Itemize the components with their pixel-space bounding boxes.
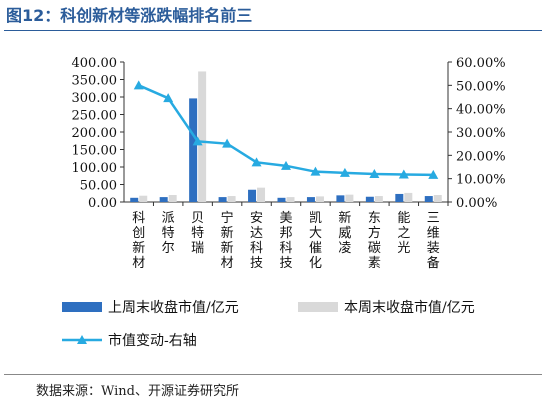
figure-title: 图12：科创新材等涨跌幅排名前三 xyxy=(6,6,253,25)
line-point-marker xyxy=(281,160,291,170)
left-axis-tick-label: 300.00 xyxy=(72,91,118,106)
legend-swatch-this-week xyxy=(298,302,338,312)
right-axis-tick-label: 0.00% xyxy=(456,196,497,211)
legend-label-last-week: 上周末收盘市值/亿元 xyxy=(108,299,239,316)
bar-last-week xyxy=(365,196,374,202)
legend-swatch-marker xyxy=(77,335,87,344)
bar-this-week xyxy=(433,195,442,202)
line-point-marker xyxy=(192,136,203,146)
left-axis-tick-label: 150.00 xyxy=(72,144,118,159)
line-point-marker xyxy=(163,93,174,103)
left-axis-tick-label: 350.00 xyxy=(72,74,118,89)
bar-this-week xyxy=(198,71,207,202)
bar-this-week xyxy=(139,195,148,202)
bar-last-week xyxy=(248,189,257,202)
bar-this-week xyxy=(227,196,236,202)
left-axis-tick-label: 400.00 xyxy=(72,56,118,71)
bar-last-week xyxy=(277,197,286,202)
legend-label-line: 市值变动-右轴 xyxy=(108,332,197,349)
x-axis-tick-label: 凯大催化 xyxy=(309,211,322,271)
bar-last-week xyxy=(306,197,315,202)
x-axis-tick-label: 美邦科技 xyxy=(280,211,293,271)
left-axis-tick-label: 200.00 xyxy=(72,126,118,141)
bar-this-week xyxy=(374,196,383,202)
x-axis-tick-label: 宁新新材 xyxy=(221,210,234,271)
right-axis-tick-label: 20.00% xyxy=(456,149,506,164)
right-axis-tick-label: 30.00% xyxy=(456,126,506,141)
x-axis-tick-label: 东方碳素 xyxy=(368,211,381,271)
bar-this-week xyxy=(286,197,295,202)
legend-swatch-last-week xyxy=(62,302,102,312)
right-axis-tick-label: 10.00% xyxy=(456,173,506,188)
x-axis-tick-label: 贝特瑞 xyxy=(191,211,204,256)
line-point-marker xyxy=(222,138,233,148)
line-point-marker xyxy=(339,167,350,177)
x-axis-tick-label: 新威凌 xyxy=(338,210,351,256)
x-axis-tick-label: 科创新材 xyxy=(132,211,145,271)
bar-this-week xyxy=(404,192,413,202)
bar-last-week xyxy=(218,197,227,202)
bar-this-week xyxy=(168,195,177,202)
bar-this-week xyxy=(257,187,266,202)
right-axis-tick-label: 40.00% xyxy=(456,103,506,118)
source-divider xyxy=(4,374,542,375)
x-axis-tick-label: 安达科技 xyxy=(250,211,263,271)
bar-this-week xyxy=(315,196,324,202)
x-axis-tick-label: 三维装备 xyxy=(427,211,440,271)
bar-last-week xyxy=(336,195,345,202)
left-axis-tick-label: 100.00 xyxy=(72,161,118,176)
right-axis-tick-label: 60.00% xyxy=(456,56,506,71)
left-axis-tick-label: 250.00 xyxy=(72,109,118,124)
right-axis-tick-label: 50.00% xyxy=(456,79,506,94)
bar-last-week xyxy=(424,196,433,202)
left-axis-tick-label: 0.00 xyxy=(88,196,117,211)
source-note: 数据来源：Wind、开源证券研究所 xyxy=(36,384,239,399)
bar-last-week xyxy=(159,197,168,202)
line-point-marker xyxy=(251,157,262,167)
x-axis-tick-label: 能之光 xyxy=(397,211,410,256)
bar-this-week xyxy=(345,194,354,202)
line-point-marker xyxy=(310,166,321,176)
line-point-marker xyxy=(369,169,380,178)
bar-last-week xyxy=(189,98,198,202)
left-axis-tick-label: 50.00 xyxy=(80,179,117,194)
chart-canvas: 0.00 50.00 100.00 150.00 200.00 250.00 300.00 3… xyxy=(62,56,506,349)
x-axis-tick-label: 派特尔 xyxy=(162,211,175,256)
line-point-marker xyxy=(428,169,439,179)
line-point-marker xyxy=(398,169,409,179)
bar-last-week xyxy=(395,193,404,202)
line-point-marker xyxy=(133,80,144,90)
legend-label-this-week: 本周末收盘市值/亿元 xyxy=(344,299,475,316)
title-divider xyxy=(4,30,542,31)
bar-last-week xyxy=(130,197,139,202)
